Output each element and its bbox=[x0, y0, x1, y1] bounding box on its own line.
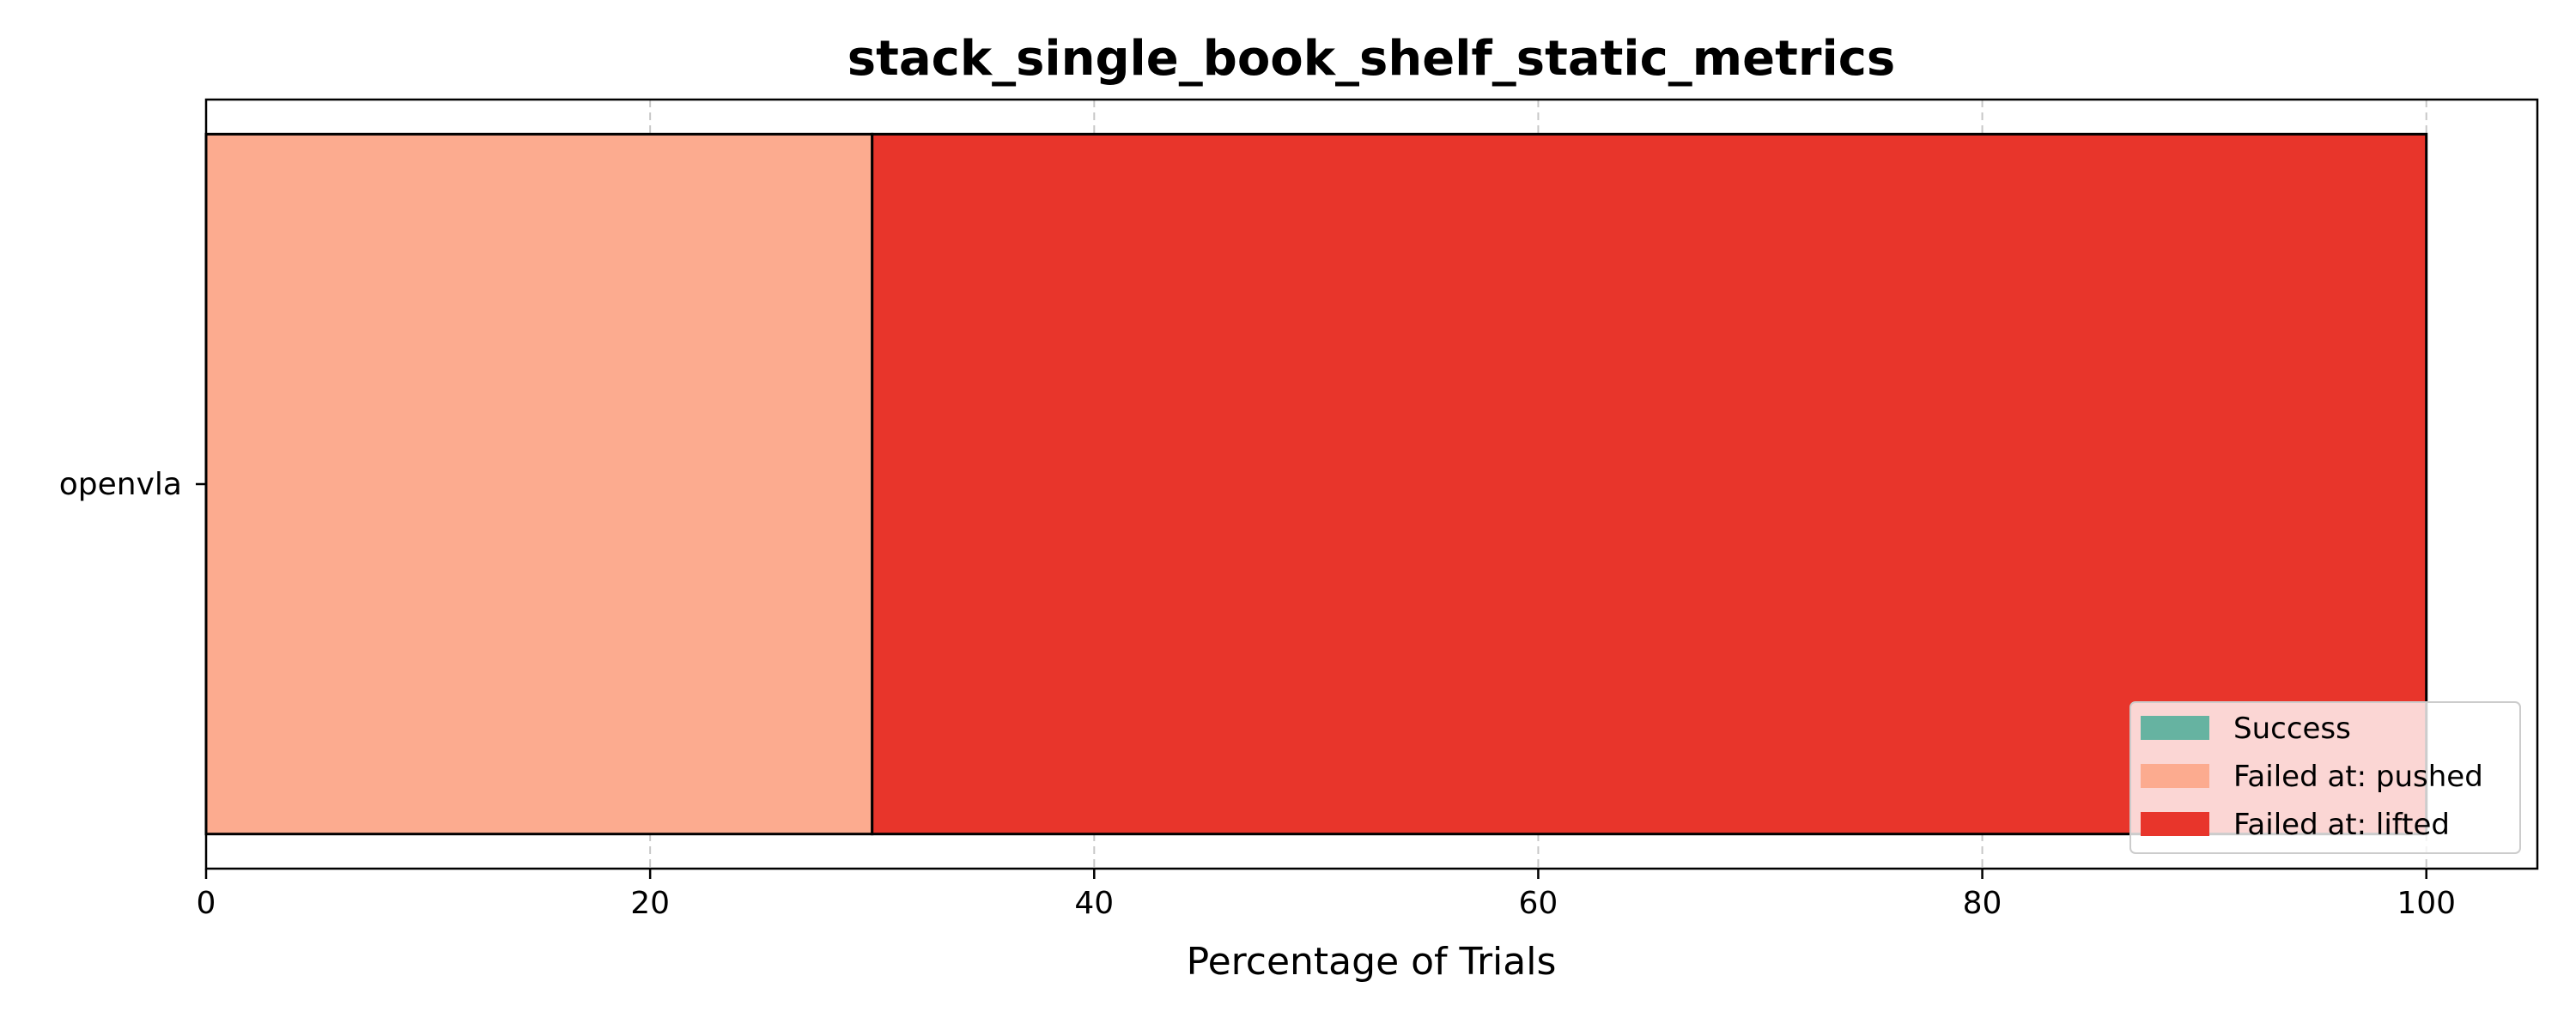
legend-swatch bbox=[2141, 764, 2209, 788]
bar-segment-2 bbox=[204, 132, 874, 836]
legend-swatch bbox=[2141, 812, 2209, 836]
x-tick-label: 60 bbox=[1519, 886, 1558, 921]
bars bbox=[204, 132, 2428, 836]
x-tick-label: 80 bbox=[1963, 886, 2002, 921]
x-tick-label: 100 bbox=[2397, 886, 2456, 921]
legend-label: Success bbox=[2233, 712, 2351, 746]
chart-title: stack_single_book_shelf_static_metrics bbox=[848, 31, 1896, 87]
legend-label: Failed at: lifted bbox=[2233, 808, 2450, 842]
legend-label: Failed at: pushed bbox=[2233, 760, 2483, 794]
y-axis: openvla bbox=[59, 467, 206, 502]
x-axis: 0 20 40 60 80 100 bbox=[197, 869, 2456, 921]
x-tick-label: 20 bbox=[630, 886, 670, 921]
x-tick-label: 0 bbox=[197, 886, 216, 921]
x-tick-label: 40 bbox=[1074, 886, 1114, 921]
x-axis-label: Percentage of Trials bbox=[1187, 940, 1557, 984]
legend: Success Failed at: pushed Failed at: lifte… bbox=[2129, 701, 2521, 854]
legend-swatch bbox=[2141, 716, 2209, 740]
legend-box bbox=[2129, 701, 2521, 854]
y-tick-label: openvla bbox=[59, 467, 182, 502]
